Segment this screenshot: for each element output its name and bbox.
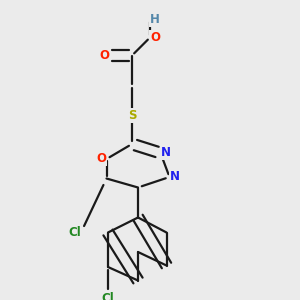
Text: Cl: Cl <box>102 292 114 300</box>
Text: S: S <box>128 109 136 122</box>
Text: Cl: Cl <box>68 226 81 239</box>
Text: H: H <box>150 13 160 26</box>
Text: O: O <box>150 31 160 44</box>
Text: O: O <box>100 49 110 62</box>
Text: N: N <box>169 170 179 184</box>
Text: O: O <box>97 152 106 166</box>
Text: N: N <box>160 146 170 160</box>
